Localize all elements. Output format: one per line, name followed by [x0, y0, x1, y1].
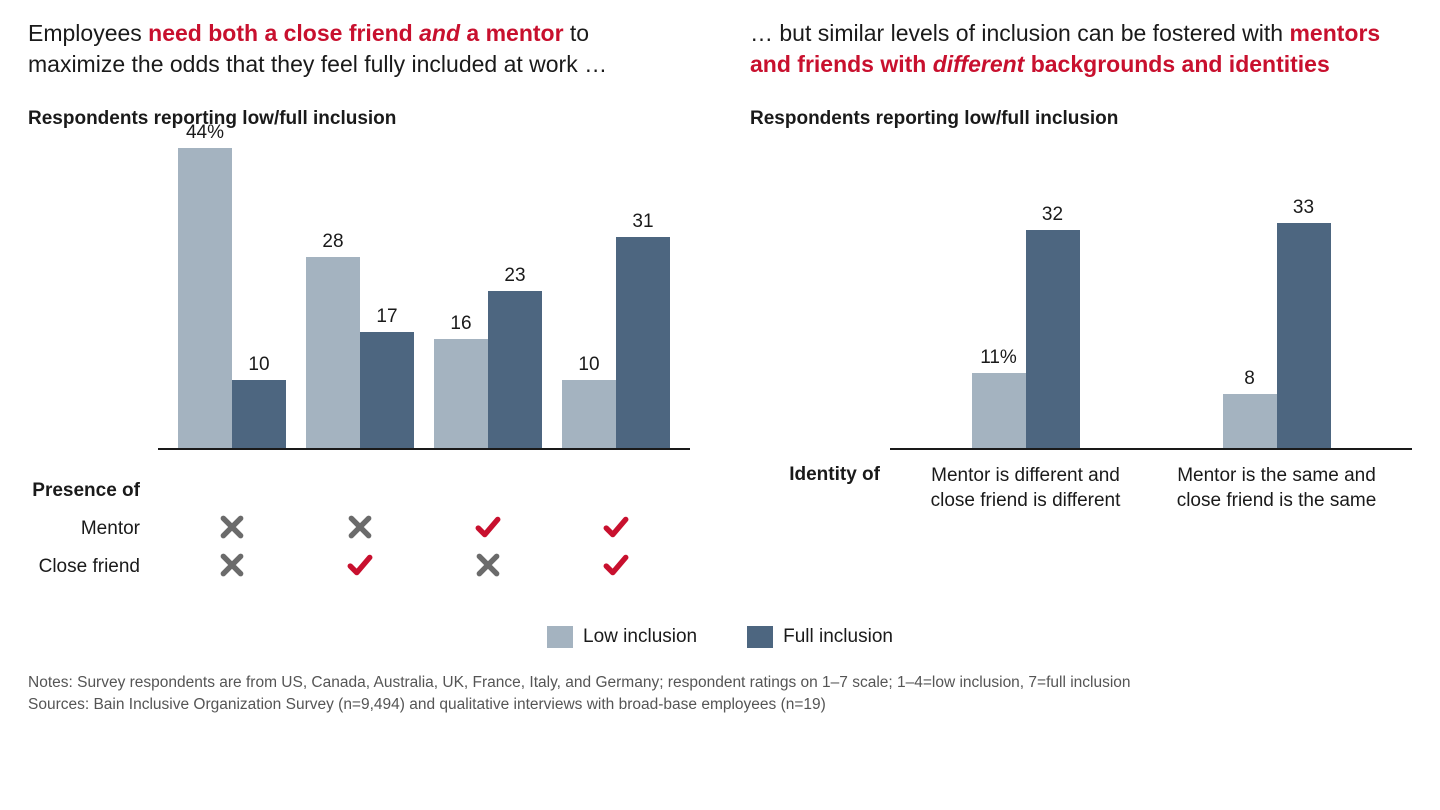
legend-label: Low inclusion	[583, 626, 697, 648]
emphasis: a mentor	[460, 20, 564, 46]
check-icon	[306, 552, 414, 583]
category-row: Identity of Mentor is different and clos…	[750, 464, 1412, 513]
emphasis-italic: and	[419, 20, 460, 46]
low-bar: 8	[1223, 394, 1277, 449]
right-panel: Respondents reporting low/full inclusion…	[750, 108, 1412, 586]
full-bar: 17	[360, 332, 414, 448]
cross-icon	[178, 514, 286, 545]
full-bar: 23	[488, 291, 542, 448]
footer-sources: Sources: Bain Inclusive Organization Sur…	[28, 694, 1412, 716]
full-bar: 10	[232, 380, 286, 448]
friend-row	[158, 552, 690, 583]
low-bar: 16	[434, 339, 488, 448]
bar-value-label: 28	[306, 231, 360, 253]
legend-label: Full inclusion	[783, 626, 893, 648]
panels: Respondents reporting low/full inclusion…	[28, 108, 1412, 586]
low-bar: 44%	[178, 148, 232, 448]
cross-icon	[306, 514, 414, 545]
bar-group: 2817	[306, 257, 414, 448]
bar-group: 11%32	[972, 230, 1080, 448]
axis-row-label: Mentor	[28, 518, 158, 540]
footer-notes: Notes: Survey respondents are from US, C…	[28, 672, 1412, 694]
chart-area: 44%10281716231031	[158, 150, 690, 450]
bar-group: 833	[1223, 223, 1331, 448]
swatch-full	[747, 626, 773, 648]
panel-title: Respondents reporting low/full inclusion	[28, 108, 690, 130]
category-lead: Identity of	[750, 464, 890, 513]
emphasis-italic: different	[933, 51, 1025, 77]
footer: Notes: Survey respondents are from US, C…	[28, 672, 1412, 715]
axis-row-label: Close friend	[28, 556, 158, 578]
bar-value-label: 10	[232, 354, 286, 376]
bar-value-label: 31	[616, 211, 670, 233]
full-bar: 32	[1026, 230, 1080, 448]
bar-group: 1623	[434, 291, 542, 448]
category-label: Mentor is different and close friend is …	[916, 464, 1136, 513]
swatch-low	[547, 626, 573, 648]
legend-item-full: Full inclusion	[747, 626, 893, 648]
bar-value-label: 10	[562, 354, 616, 376]
low-bar: 11%	[972, 373, 1026, 448]
category-labels: Mentor is different and close friend is …	[890, 464, 1412, 513]
right-chart: 11%32833	[750, 150, 1412, 450]
full-bar: 31	[616, 237, 670, 448]
low-bar: 28	[306, 257, 360, 448]
left-panel: Respondents reporting low/full inclusion…	[28, 108, 690, 586]
cross-icon	[434, 552, 542, 583]
category-label: Mentor is the same and close friend is t…	[1167, 464, 1387, 513]
bar-value-label: 11%	[972, 347, 1026, 369]
bar-value-label: 17	[360, 306, 414, 328]
legend-item-low: Low inclusion	[547, 626, 697, 648]
check-icon	[562, 552, 670, 583]
bar-value-label: 32	[1026, 204, 1080, 226]
axis-category-table: Presence of Mentor Close friend	[28, 472, 690, 586]
bar-value-label: 8	[1223, 368, 1277, 390]
bar-value-label: 23	[488, 265, 542, 287]
legend: Low inclusion Full inclusion	[28, 626, 1412, 648]
text: Employees	[28, 20, 148, 46]
headline-left: Employees need both a close friend and a…	[28, 18, 690, 80]
emphasis: need both a close friend	[148, 20, 419, 46]
check-icon	[562, 514, 670, 545]
bar-group: 1031	[562, 237, 670, 448]
full-bar: 33	[1277, 223, 1331, 448]
low-bar: 10	[562, 380, 616, 448]
headline-right: … but similar levels of inclusion can be…	[750, 18, 1412, 80]
axis-row-head: Presence of	[28, 480, 158, 502]
headline-row: Employees need both a close friend and a…	[28, 18, 1412, 80]
bar-value-label: 33	[1277, 197, 1331, 219]
check-icon	[434, 514, 542, 545]
panel-title: Respondents reporting low/full inclusion	[750, 108, 1412, 130]
bar-value-label: 16	[434, 313, 488, 335]
text: … but similar levels of inclusion can be…	[750, 20, 1289, 46]
emphasis: backgrounds and identities	[1024, 51, 1329, 77]
bar-group: 44%10	[178, 148, 286, 448]
left-chart: 44%10281716231031	[28, 150, 690, 450]
bar-value-label: 44%	[178, 122, 232, 144]
mentor-row	[158, 514, 690, 545]
cross-icon	[178, 552, 286, 583]
chart-area: 11%32833	[890, 150, 1412, 450]
